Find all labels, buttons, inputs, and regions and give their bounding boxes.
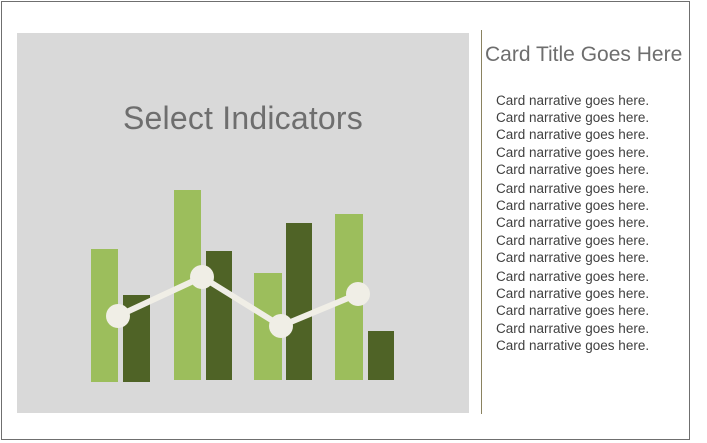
bar-line-chart-icon [91,190,394,382]
narrative-line: Card narrative goes here. [496,214,650,230]
indicator-card: Select Indicators Card Title Goes Here C… [1,1,690,440]
narrative-line: Card narrative goes here. [496,338,650,354]
illustration-point-4 [346,282,370,306]
illustration-point-3 [269,314,293,338]
narrative-line: Card narrative goes here. [496,233,650,249]
narrative-line: Card narrative goes here. [496,250,650,266]
illustration-bar-dark-3 [286,223,312,380]
indicator-placeholder[interactable]: Select Indicators [17,33,469,413]
illustration-bar-dark-4 [368,331,394,380]
narrative-line: Card narrative goes here. [496,180,650,196]
placeholder-title: Select Indicators [123,100,363,136]
card-narrative: Card narrative goes here. Card narrative… [496,93,686,355]
narrative-line: Card narrative goes here. [496,93,650,108]
narrative-line: Card narrative goes here. [496,321,650,337]
narrative-line: Card narrative goes here. [496,197,650,213]
illustration-point-1 [106,304,130,328]
narrative-line: Card narrative goes here. [496,302,650,318]
narrative-line: Card narrative goes here. [496,126,650,142]
narrative-line: Card narrative goes here. [496,109,650,125]
illustration-point-2 [190,265,214,289]
card-title: Card Title Goes Here [485,43,683,66]
narrative-line: Card narrative goes here. [496,145,650,161]
illustration-trend-line [116,274,360,329]
narrative-line: Card narrative goes here. [496,268,650,284]
card-divider [481,30,482,414]
narrative-line: Card narrative goes here. [496,162,650,178]
narrative-line: Card narrative goes here. [496,285,650,301]
